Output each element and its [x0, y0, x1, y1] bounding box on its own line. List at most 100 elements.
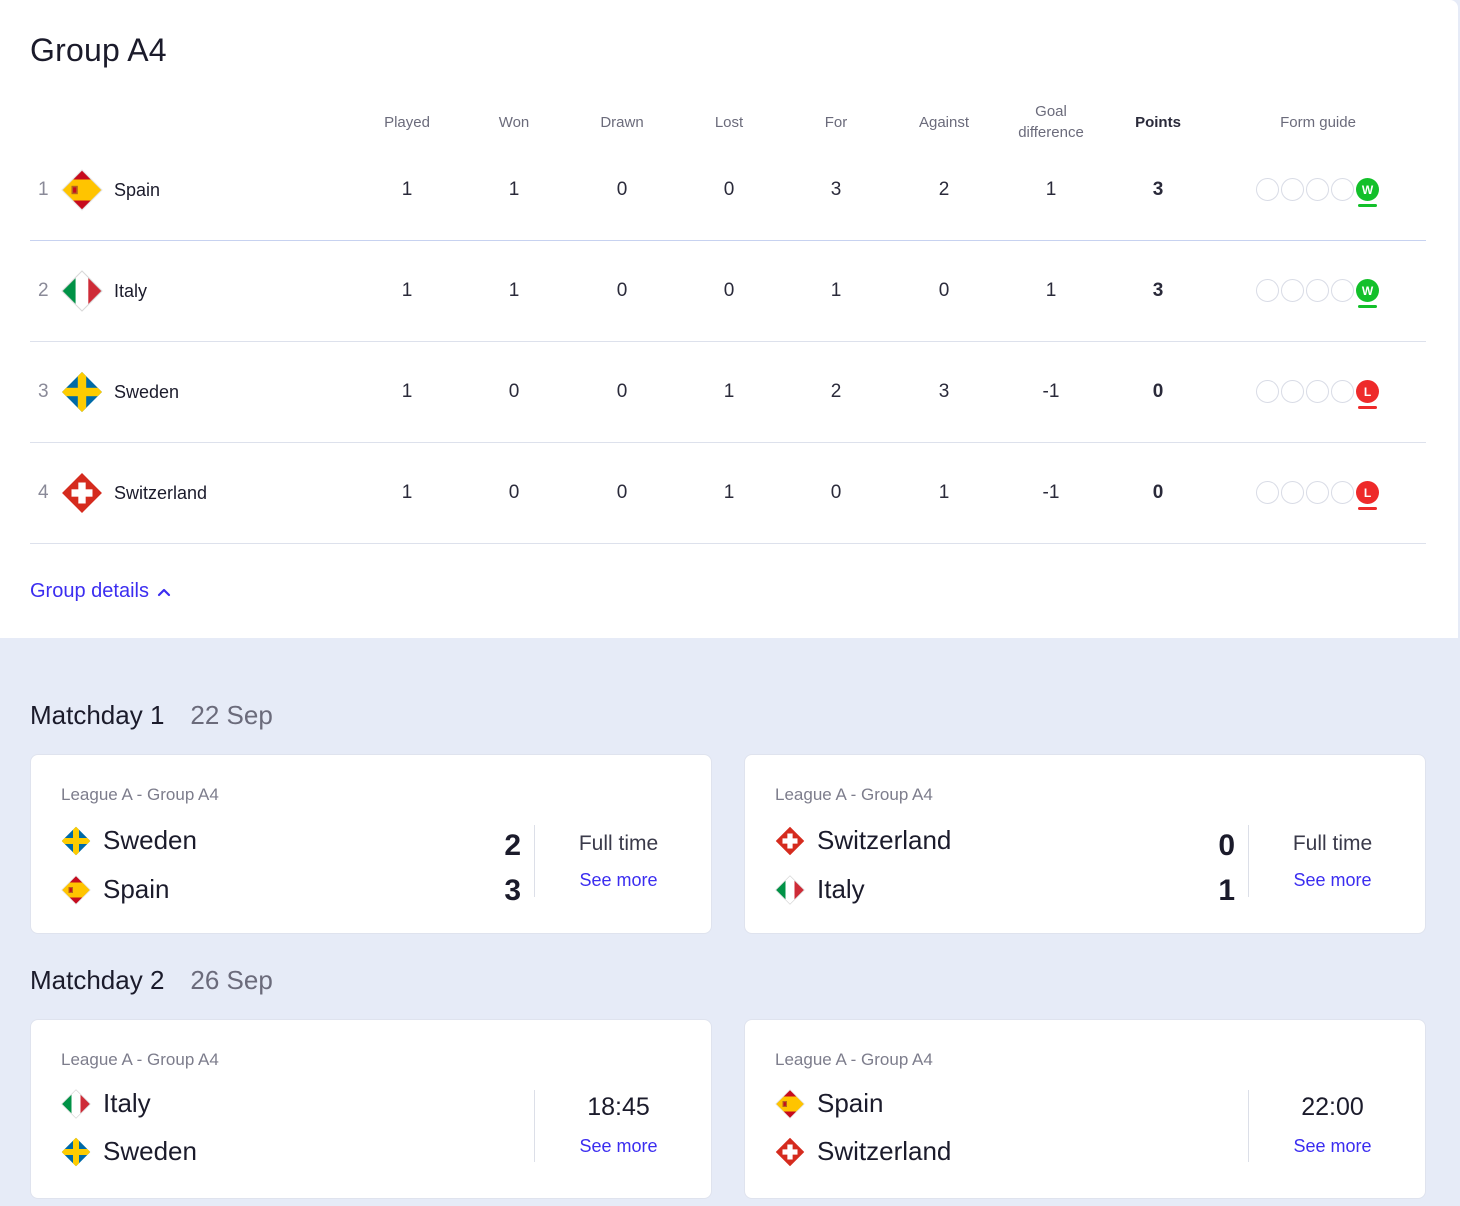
- form-loss-badge[interactable]: L: [1356, 481, 1379, 510]
- spain-flag-icon: [61, 169, 103, 211]
- row-lost: 1: [723, 381, 735, 402]
- matchday-date: 22 Sep: [190, 700, 273, 730]
- row-position: 3: [38, 381, 49, 402]
- row-against: 3: [938, 381, 950, 402]
- row-for: 0: [830, 482, 842, 503]
- match-card[interactable]: League A - Group A4 Italy Sweden 18:45 S…: [30, 1019, 712, 1199]
- header-against: Against: [918, 113, 970, 131]
- row-goal-difference: 1: [1045, 179, 1057, 200]
- match-card[interactable]: League A - Group A4 Switzerland Italy 0 …: [744, 754, 1426, 934]
- row-played: 1: [401, 179, 413, 200]
- away-score: 1: [1218, 874, 1235, 907]
- away-team-name: Spain: [103, 874, 170, 904]
- form-empty-dot: [1256, 279, 1279, 302]
- row-won: 1: [508, 280, 520, 301]
- row-team-name: Switzerland: [114, 482, 208, 503]
- row-team-name: Spain: [114, 179, 161, 200]
- group-details-toggle[interactable]: Group details: [30, 580, 171, 603]
- away-team-name: Switzerland: [817, 1136, 952, 1166]
- home-team-name: Sweden: [103, 825, 197, 855]
- form-empty-dot: [1331, 178, 1354, 201]
- form-win-badge[interactable]: W: [1356, 279, 1379, 308]
- row-lost: 0: [723, 179, 735, 200]
- matchday-header: Matchday 2 26 Sep: [30, 965, 273, 996]
- see-more-link[interactable]: See more: [1293, 1136, 1372, 1156]
- header-won: Won: [498, 113, 530, 131]
- row-goal-difference: -1: [1042, 482, 1060, 503]
- form-empty-dot: [1256, 178, 1279, 201]
- group-title: Group A4: [30, 32, 167, 68]
- header-points: Points: [1135, 113, 1181, 131]
- row-position: 2: [38, 280, 49, 301]
- match-kickoff-time: 18:45: [587, 1093, 650, 1121]
- form-guide: L: [1256, 481, 1379, 510]
- away-team: Spain: [61, 874, 170, 905]
- table-row[interactable]: 3 Sweden 1 0 0 1 2 3 -1 0 L: [30, 342, 1426, 443]
- form-empty-dot: [1281, 481, 1304, 504]
- switzerland-flag-icon: [775, 826, 805, 856]
- see-more-link[interactable]: See more: [1293, 870, 1372, 890]
- away-team-name: Sweden: [103, 1136, 197, 1166]
- row-drawn: 0: [616, 280, 628, 301]
- form-guide: W: [1256, 178, 1379, 207]
- away-team: Italy: [775, 874, 865, 905]
- matchday-header: Matchday 1 22 Sep: [30, 700, 273, 731]
- row-against: 0: [938, 280, 950, 301]
- table-row[interactable]: 1 Spain 1 1 0 0 3 2 1 3 W: [30, 140, 1426, 241]
- row-won: 1: [508, 179, 520, 200]
- form-empty-dot: [1331, 279, 1354, 302]
- form-win-badge[interactable]: W: [1356, 178, 1379, 207]
- away-team: Switzerland: [775, 1136, 951, 1167]
- away-score: 3: [504, 874, 521, 907]
- row-points: 3: [1152, 280, 1164, 301]
- match-card[interactable]: League A - Group A4 Sweden Spain 2 3 Ful…: [30, 754, 712, 934]
- header-form-guide: Form guide: [1280, 113, 1356, 131]
- home-team: Italy: [61, 1088, 151, 1119]
- match-league: League A - Group A4: [775, 785, 933, 804]
- group-details-label: Group details: [30, 580, 149, 602]
- form-guide: L: [1256, 380, 1379, 409]
- italy-flag-icon: [61, 1089, 91, 1119]
- sweden-flag-icon: [61, 826, 91, 856]
- form-empty-dot: [1256, 481, 1279, 504]
- table-row[interactable]: 2 Italy 1 1 0 0 1 0 1 3 W: [30, 241, 1426, 342]
- spain-flag-icon: [61, 875, 91, 905]
- standings-panel: Group A4 Played Won Drawn Lost For Again…: [0, 0, 1458, 638]
- see-more-link[interactable]: See more: [579, 870, 658, 890]
- home-team: Sweden: [61, 825, 197, 856]
- row-team-name: Sweden: [114, 381, 180, 402]
- see-more-link[interactable]: See more: [579, 1136, 658, 1156]
- match-card[interactable]: League A - Group A4 Spain Switzerland 22…: [744, 1019, 1426, 1199]
- match-kickoff-time: 22:00: [1301, 1093, 1364, 1121]
- home-score: 2: [504, 829, 521, 862]
- spain-flag-icon: [775, 1089, 805, 1119]
- row-against: 1: [938, 482, 950, 503]
- row-position: 4: [38, 482, 49, 503]
- form-empty-dot: [1306, 279, 1329, 302]
- row-played: 1: [401, 381, 413, 402]
- home-team: Spain: [775, 1088, 884, 1119]
- row-position: 1: [38, 179, 49, 200]
- form-empty-dot: [1306, 481, 1329, 504]
- row-against: 2: [938, 179, 950, 200]
- home-team-name: Italy: [103, 1088, 151, 1118]
- sweden-flag-icon: [61, 371, 103, 413]
- switzerland-flag-icon: [61, 472, 103, 514]
- row-played: 1: [401, 280, 413, 301]
- away-team: Sweden: [61, 1136, 197, 1167]
- table-row[interactable]: 4 Switzerland 1 0 0 1 0 1 -1 0 L: [30, 443, 1426, 544]
- form-loss-badge[interactable]: L: [1356, 380, 1379, 409]
- form-empty-dot: [1331, 481, 1354, 504]
- match-league: League A - Group A4: [61, 785, 219, 804]
- header-for: For: [824, 113, 848, 131]
- home-team: Switzerland: [775, 825, 951, 856]
- row-won: 0: [508, 381, 520, 402]
- header-drawn: Drawn: [600, 113, 644, 131]
- matchday-title: Matchday 1: [30, 700, 165, 730]
- row-drawn: 0: [616, 381, 628, 402]
- row-points: 0: [1152, 482, 1164, 503]
- card-divider: [1248, 825, 1249, 897]
- form-empty-dot: [1281, 380, 1304, 403]
- home-score: 0: [1218, 829, 1235, 862]
- header-lost: Lost: [714, 113, 744, 131]
